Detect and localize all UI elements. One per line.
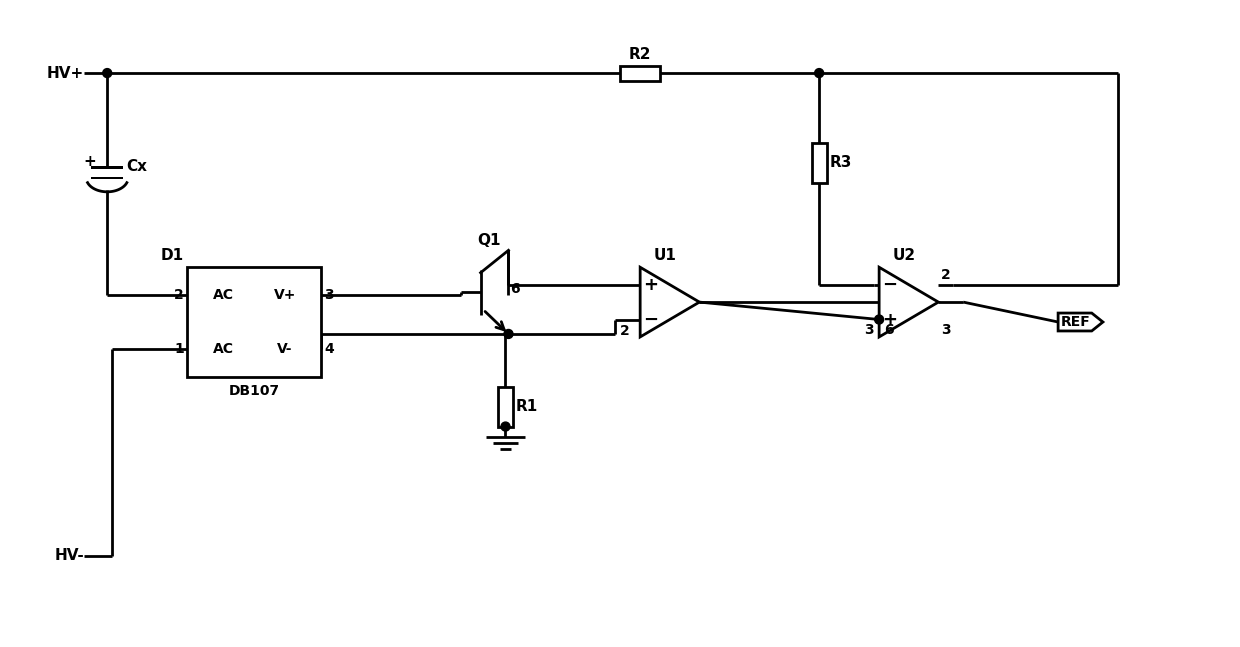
Circle shape [501,422,510,431]
Text: −: − [644,311,658,329]
Text: 2: 2 [941,268,951,281]
Bar [187,267,321,377]
Text: D1: D1 [161,248,184,263]
Text: U1: U1 [653,248,676,263]
Bar [620,65,660,80]
Text: 4: 4 [325,342,334,356]
Text: Cx: Cx [126,159,148,174]
Text: REF: REF [1060,315,1090,329]
Text: 6: 6 [884,322,894,336]
Text: DB107: DB107 [228,384,280,398]
Bar [498,387,513,426]
Polygon shape [640,267,699,337]
Text: 3: 3 [864,322,874,336]
Circle shape [103,69,112,78]
Text: HV-: HV- [55,549,84,564]
Text: 3: 3 [325,288,334,302]
Text: R1: R1 [516,399,538,414]
Circle shape [503,329,513,338]
Text: AC: AC [213,288,233,302]
Text: 2: 2 [620,325,630,338]
Text: HV+: HV+ [47,65,84,81]
Bar [92,166,123,169]
Text: 2: 2 [174,288,184,302]
Text: V-: V- [278,342,293,356]
Circle shape [815,69,823,78]
Text: R2: R2 [629,47,651,62]
Text: 1: 1 [174,342,184,356]
Text: V+: V+ [274,288,296,302]
Text: AC: AC [213,342,233,356]
Text: +: + [644,276,658,294]
Circle shape [874,315,884,324]
Text: +: + [883,311,898,329]
Text: 6: 6 [511,282,520,296]
Polygon shape [879,267,939,337]
Text: Q1: Q1 [477,234,501,248]
Text: U2: U2 [893,248,915,263]
Text: 3: 3 [941,322,951,336]
Text: +: + [83,154,95,170]
Polygon shape [1058,313,1102,331]
Text: −: − [883,276,898,294]
Text: R3: R3 [830,155,852,170]
Bar [812,143,827,182]
Bar [92,177,123,179]
